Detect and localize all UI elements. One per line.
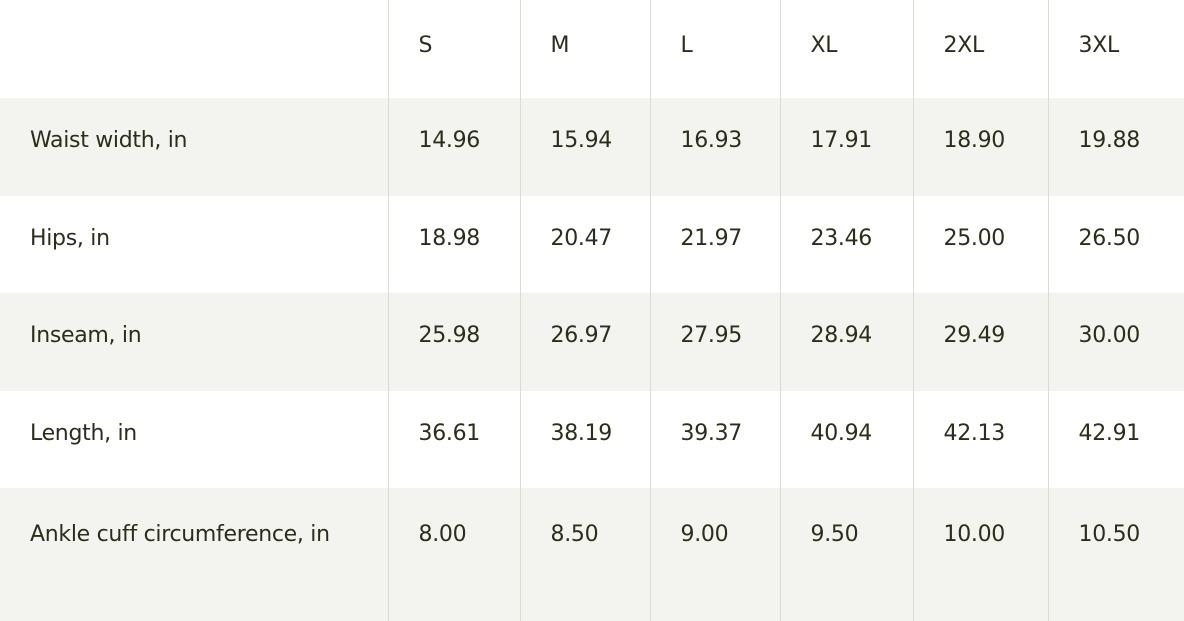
measurement-value: 16.93 <box>649 98 780 196</box>
measurement-value: 14.96 <box>387 98 520 196</box>
measurement-value: 25.00 <box>912 195 1048 293</box>
measurement-value: 17.91 <box>779 98 913 196</box>
measurement-label: Ankle cuff circumference, in <box>0 488 388 621</box>
table-row: Length, in 36.61 38.19 39.37 40.94 42.13 42.91 <box>0 390 1184 488</box>
measurement-value: 15.94 <box>519 98 650 196</box>
measurement-value: 26.97 <box>519 293 650 391</box>
measurement-value: 30.00 <box>1047 293 1184 391</box>
measurement-value: 10.50 <box>1047 488 1184 621</box>
measurement-label: Length, in <box>30 420 137 446</box>
measurement-value: 42.13 <box>912 390 1048 488</box>
table-row: Hips, in 18.98 20.47 21.97 23.46 25.00 26.50 <box>0 195 1184 293</box>
header-row: S M L XL 2XL 3XL <box>0 0 1184 98</box>
table-row: Waist width, in 14.96 15.94 16.93 17.91 18.90… <box>0 98 1184 196</box>
measurement-label: Inseam, in <box>0 293 388 391</box>
measurement-value: 9.00 <box>649 488 780 621</box>
measurement-value: 39.37 <box>649 390 780 488</box>
table-row: Inseam, in 25.98 26.97 27.95 28.94 29.49 30.00 <box>0 293 1184 391</box>
measurement-value: 8.00 <box>387 488 520 621</box>
measurement-label: Hips, in <box>30 225 110 251</box>
measurement-value: 10.00 <box>912 488 1048 621</box>
size-header: S <box>387 0 520 98</box>
table-row: Ankle cuff circumference, in 8.00 8.50 9.00… <box>0 488 1184 621</box>
measurement-value: 28.94 <box>779 293 913 391</box>
measurement-value: 38.19 <box>519 390 650 488</box>
measurement-value: 27.95 <box>649 293 780 391</box>
measurement-value: 18.90 <box>912 98 1048 196</box>
measurement-value: 18.98 <box>387 195 520 293</box>
measurement-value: 23.46 <box>779 195 913 293</box>
size-header: 2XL <box>912 0 1048 98</box>
measurement-value: 40.94 <box>779 390 913 488</box>
measurement-value: 25.98 <box>387 293 520 391</box>
measurement-value: 20.47 <box>519 195 650 293</box>
measurement-value: 29.49 <box>912 293 1048 391</box>
size-header: 3XL <box>1047 0 1184 98</box>
measurement-value: 8.50 <box>519 488 650 621</box>
measurement-value: 19.88 <box>1047 98 1184 196</box>
measurement-label: Waist width, in <box>0 98 388 196</box>
size-header: XL <box>779 0 913 98</box>
measurement-value: 9.50 <box>779 488 913 621</box>
measurement-value: 42.91 <box>1047 390 1184 488</box>
measurement-value: 21.97 <box>649 195 780 293</box>
measurement-value: 36.61 <box>387 390 520 488</box>
size-header: L <box>649 0 780 98</box>
header-empty-cell <box>0 0 388 98</box>
measurement-value: 26.50 <box>1047 195 1184 293</box>
size-header: M <box>519 0 650 98</box>
